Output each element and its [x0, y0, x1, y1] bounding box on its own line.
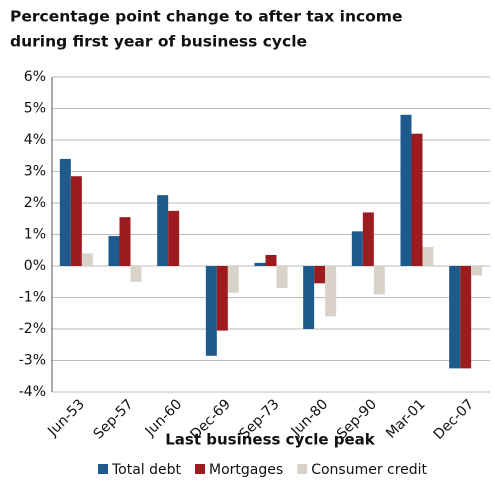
legend-label: Mortgages [209, 462, 283, 478]
bar [471, 266, 483, 276]
legend-swatch [297, 464, 308, 474]
bar [325, 266, 337, 317]
bar [157, 195, 169, 266]
y-tick-label: 0% [24, 258, 46, 274]
bar [119, 217, 131, 266]
bar [168, 210, 180, 266]
y-tick-label: 6% [24, 69, 46, 85]
bar [265, 254, 277, 266]
y-tick-label: 4% [24, 132, 46, 148]
legend-label: Total debt [111, 462, 182, 478]
bar [362, 212, 374, 266]
y-tick-label: -3% [19, 353, 46, 369]
bar [422, 247, 434, 266]
y-tick-label: 1% [24, 227, 46, 243]
x-tick-label: Sep-57 [91, 396, 137, 442]
x-tick-label: Dec-07 [431, 396, 478, 443]
bar [411, 133, 423, 266]
bar [70, 176, 82, 266]
bar [400, 114, 412, 266]
legend-swatch [98, 464, 108, 474]
bar [130, 266, 142, 282]
bar [351, 231, 363, 266]
x-tick-label: Mar-01 [383, 396, 429, 442]
bar [373, 266, 385, 295]
y-tick-label: -4% [19, 384, 46, 400]
bar [314, 266, 326, 284]
y-tick-label: 3% [24, 164, 46, 180]
bar [460, 266, 472, 369]
bar [205, 266, 217, 356]
legend-label: Consumer credit [311, 462, 427, 478]
legend-swatch [195, 464, 206, 474]
bar [303, 266, 315, 329]
bar [216, 266, 228, 331]
bar [227, 266, 239, 293]
x-axis-label: Last business cycle peak [165, 431, 376, 449]
chart-title: during first year of business cycle [10, 33, 307, 51]
y-tick-label: 2% [24, 195, 46, 211]
bar [108, 236, 120, 266]
bar [254, 262, 266, 266]
y-tick-label: -2% [19, 321, 46, 337]
bar [449, 266, 461, 369]
bar [276, 266, 288, 289]
y-tick-label: -1% [19, 290, 46, 306]
x-tick-label: Jun-53 [44, 396, 88, 440]
chart-title: Percentage point change to after tax inc… [10, 8, 402, 26]
bar [59, 158, 71, 266]
bar [81, 253, 93, 266]
y-tick-label: 5% [24, 101, 46, 117]
